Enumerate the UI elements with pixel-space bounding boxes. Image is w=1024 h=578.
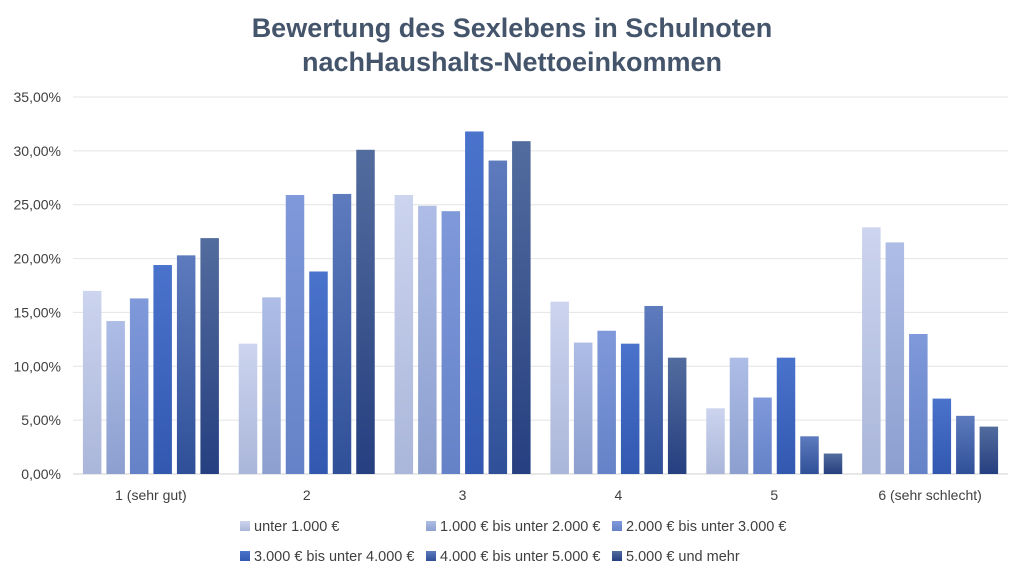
bar bbox=[620, 343, 640, 474]
x-axis-ticks: 1 (sehr gut) 2 3 4 5 6 (sehr schlecht) bbox=[115, 487, 982, 503]
bar bbox=[729, 357, 749, 474]
bar bbox=[573, 342, 593, 474]
y-axis-ticks: 0,00% 5,00% 10,00% 15,00% 20,00% 25,00% 30,00%… bbox=[14, 89, 61, 482]
legend: unter 1.000 € 1.000 € bis unter 2.000 € 2.… bbox=[240, 519, 786, 565]
y-tick-label: 5,00% bbox=[21, 412, 61, 428]
bar bbox=[776, 357, 796, 474]
bar bbox=[394, 195, 414, 474]
y-tick-label: 25,00% bbox=[14, 197, 61, 213]
gridlines bbox=[73, 96, 1008, 475]
bar bbox=[488, 160, 508, 474]
bar bbox=[753, 397, 772, 474]
bar bbox=[932, 398, 952, 474]
x-tick-label: 4 bbox=[615, 487, 623, 503]
bar bbox=[82, 290, 102, 474]
y-tick-label: 15,00% bbox=[14, 304, 61, 320]
bar bbox=[885, 242, 905, 474]
bar bbox=[979, 426, 999, 474]
bar bbox=[465, 131, 484, 474]
legend-swatch bbox=[240, 521, 250, 531]
bar bbox=[106, 321, 125, 474]
legend-label: 2.000 € bis unter 3.000 € bbox=[626, 519, 786, 535]
bar bbox=[129, 298, 149, 474]
bar bbox=[356, 149, 375, 474]
bar bbox=[862, 227, 881, 474]
legend-swatch bbox=[426, 521, 436, 531]
legend-label: 5.000 € und mehr bbox=[626, 549, 740, 565]
bar bbox=[909, 333, 928, 474]
bar bbox=[238, 343, 258, 474]
legend-swatch bbox=[240, 551, 250, 561]
bar bbox=[644, 305, 663, 474]
bar bbox=[823, 453, 843, 474]
y-tick-label: 35,00% bbox=[14, 89, 61, 105]
bar bbox=[667, 357, 687, 474]
legend-label: 1.000 € bis unter 2.000 € bbox=[440, 519, 600, 535]
bar bbox=[176, 255, 196, 474]
bar bbox=[418, 205, 437, 474]
bar bbox=[441, 211, 461, 475]
y-tick-label: 30,00% bbox=[14, 143, 61, 159]
bar bbox=[309, 271, 328, 474]
bar bbox=[597, 330, 616, 474]
bar bbox=[706, 408, 725, 474]
bar bbox=[262, 297, 281, 474]
x-tick-label: 1 (sehr gut) bbox=[115, 487, 187, 503]
legend-label: 3.000 € bis unter 4.000 € bbox=[254, 549, 414, 565]
x-tick-label: 5 bbox=[770, 487, 778, 503]
bar bbox=[550, 301, 569, 474]
legend-swatch bbox=[612, 551, 622, 561]
y-tick-label: 0,00% bbox=[21, 466, 61, 482]
chart-title-line-2: nachHaushalts-Nettoeinkommen bbox=[302, 47, 722, 77]
bars bbox=[82, 131, 999, 475]
bar bbox=[512, 141, 531, 475]
bar bbox=[153, 265, 172, 474]
bar bbox=[956, 415, 975, 474]
y-tick-label: 10,00% bbox=[14, 358, 61, 374]
chart-title-line-1: Bewertung des Sexlebens in Schulnoten bbox=[252, 13, 773, 43]
legend-swatch bbox=[612, 521, 622, 531]
bar bbox=[332, 193, 352, 474]
bar bbox=[200, 238, 219, 474]
y-tick-label: 20,00% bbox=[14, 251, 61, 267]
legend-swatch bbox=[426, 551, 436, 561]
legend-label: unter 1.000 € bbox=[254, 519, 339, 535]
bar bbox=[800, 436, 819, 474]
bar bbox=[285, 195, 305, 474]
x-tick-label: 2 bbox=[303, 487, 311, 503]
x-tick-label: 6 (sehr schlecht) bbox=[878, 487, 981, 503]
x-tick-label: 3 bbox=[459, 487, 467, 503]
legend-label: 4.000 € bis unter 5.000 € bbox=[440, 549, 600, 565]
